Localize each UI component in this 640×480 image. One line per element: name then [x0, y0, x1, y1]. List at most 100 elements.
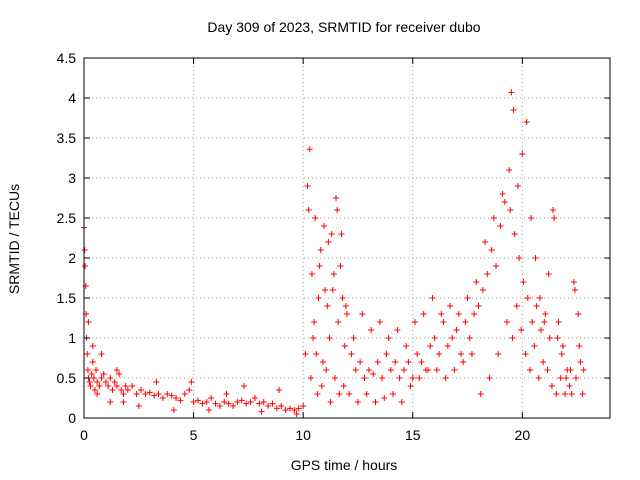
data-point — [325, 239, 332, 245]
data-point — [524, 295, 531, 301]
data-point — [579, 391, 586, 397]
data-point — [442, 375, 449, 381]
data-point — [409, 375, 416, 381]
data-point — [230, 403, 237, 409]
data-point — [508, 89, 515, 96]
data-point — [308, 271, 315, 277]
data-point — [394, 327, 401, 333]
data-point — [460, 359, 467, 365]
data-point — [573, 375, 580, 381]
data-point — [479, 287, 486, 293]
data-point — [142, 391, 149, 397]
plot-frame — [83, 57, 611, 419]
data-point — [310, 335, 317, 341]
data-point — [352, 367, 359, 373]
data-point — [113, 383, 120, 389]
y-tick-label: 4 — [68, 90, 76, 106]
data-point — [291, 407, 298, 413]
data-point — [326, 335, 333, 341]
data-point — [314, 391, 321, 397]
data-point — [575, 311, 582, 317]
data-point — [544, 367, 551, 373]
data-point — [420, 311, 427, 317]
data-point — [89, 359, 96, 365]
y-tick-label: 0 — [68, 410, 76, 426]
data-point — [319, 359, 326, 365]
data-point — [221, 399, 228, 405]
data-point — [116, 371, 123, 377]
data-point — [96, 383, 103, 389]
data-point — [333, 195, 340, 201]
data-point — [563, 375, 570, 381]
data-point — [493, 263, 500, 269]
data-point — [159, 395, 166, 401]
data-point — [379, 375, 386, 381]
data-point — [529, 319, 536, 325]
data-point — [348, 351, 355, 357]
data-point — [341, 343, 348, 349]
data-point — [488, 247, 495, 253]
data-point — [376, 319, 383, 325]
data-point — [516, 255, 523, 261]
data-point — [342, 303, 349, 309]
data-point — [151, 392, 158, 399]
data-point — [462, 319, 469, 325]
data-point — [553, 391, 560, 397]
data-point — [506, 167, 513, 173]
data-point — [322, 287, 329, 293]
data-point — [334, 207, 341, 213]
data-point — [256, 400, 263, 407]
data-point — [278, 403, 285, 409]
data-point — [354, 399, 361, 405]
data-point — [440, 319, 447, 325]
data-point — [205, 407, 212, 413]
data-point — [81, 247, 88, 253]
data-point — [490, 215, 497, 221]
x-tick-label: 15 — [405, 427, 421, 443]
data-point — [542, 311, 549, 317]
data-point — [84, 367, 91, 373]
data-point — [387, 367, 394, 373]
data-point — [513, 303, 520, 309]
data-point — [471, 311, 478, 317]
data-point — [243, 400, 250, 407]
data-point — [287, 405, 294, 412]
data-point — [327, 399, 334, 405]
data-point — [94, 391, 101, 397]
data-point — [436, 351, 443, 357]
data-point — [190, 399, 197, 405]
data-point — [507, 207, 514, 213]
data-point — [344, 311, 350, 317]
data-point — [102, 379, 109, 385]
data-point — [302, 351, 309, 357]
y-tick-label: 2 — [68, 250, 76, 266]
data-point — [107, 375, 114, 381]
data-point — [473, 279, 480, 285]
data-point — [576, 343, 583, 349]
y-tick-label: 0.5 — [57, 370, 77, 386]
data-point — [273, 405, 280, 412]
data-point — [374, 359, 381, 365]
data-point — [383, 351, 390, 357]
data-point — [315, 295, 322, 301]
data-point — [336, 391, 343, 397]
x-axis-label: GPS time / hours — [291, 457, 398, 473]
data-point — [416, 375, 423, 381]
y-tick-label: 3 — [68, 170, 76, 186]
data-point — [170, 407, 177, 413]
data-point — [307, 375, 314, 381]
data-point — [94, 379, 101, 385]
data-point — [89, 343, 96, 349]
data-point — [133, 391, 140, 397]
data-point — [305, 207, 312, 213]
data-point — [129, 383, 136, 389]
data-point — [295, 405, 302, 412]
y-tick-label: 4.5 — [57, 50, 77, 66]
data-point — [225, 400, 232, 407]
data-point — [304, 183, 311, 189]
data-point — [317, 247, 324, 253]
data-point — [511, 231, 518, 237]
data-point — [316, 263, 323, 269]
